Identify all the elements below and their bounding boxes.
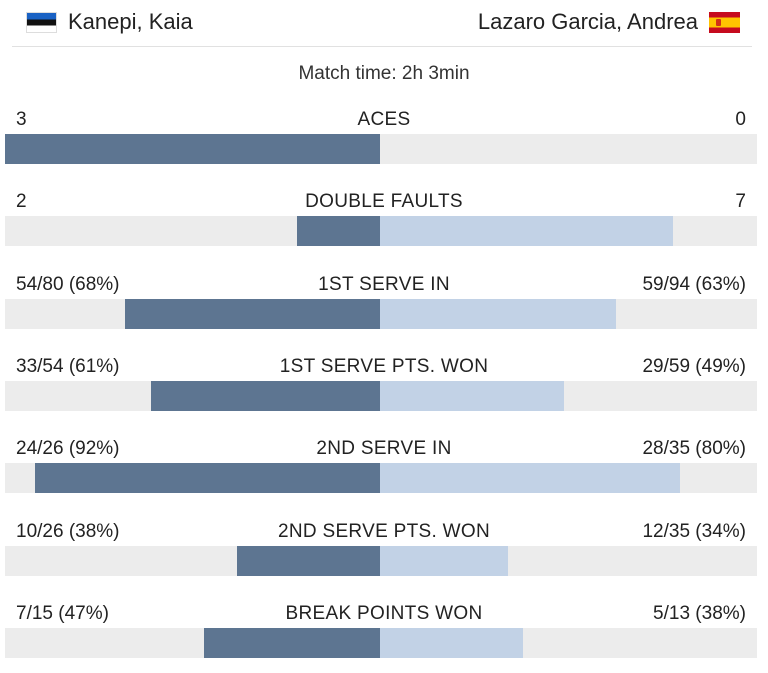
stat-name: 2ND SERVE PTS. WON	[278, 521, 490, 542]
stat-player1-value: 24/26 (92%)	[16, 438, 120, 459]
stat-player2-value: 59/94 (63%)	[642, 274, 746, 295]
stat-player2-value: 5/13 (38%)	[653, 603, 746, 624]
match-header: Kanepi, Kaia Lazaro Garcia, Andrea	[0, 0, 768, 46]
stat-row: 3 ACES 0	[0, 109, 768, 179]
stat-bar-player2	[380, 381, 564, 411]
spain-flag-icon	[709, 11, 740, 33]
stat-name: 2ND SERVE IN	[316, 438, 452, 459]
stat-name: 1ST SERVE IN	[318, 274, 450, 295]
stat-bar-player1	[297, 216, 380, 246]
stat-bar-player2	[380, 628, 523, 658]
stat-player1-value: 2	[16, 191, 27, 212]
stat-bar-player1	[35, 463, 380, 493]
stat-bar-track	[5, 381, 757, 411]
stat-row: 54/80 (68%) 1ST SERVE IN 59/94 (63%)	[0, 274, 768, 344]
stat-bar-track	[5, 134, 757, 164]
stat-player1-value: 7/15 (47%)	[16, 603, 109, 624]
stat-bar-player2	[380, 216, 673, 246]
player2[interactable]: Lazaro Garcia, Andrea	[478, 9, 740, 35]
stat-bar-player1	[5, 134, 380, 164]
stat-player1-value: 10/26 (38%)	[16, 521, 120, 542]
stat-bar-track	[5, 628, 757, 658]
estonia-flag-icon	[26, 11, 57, 33]
stat-player1-value: 3	[16, 109, 27, 130]
stat-bar-track	[5, 299, 757, 329]
stat-name: DOUBLE FAULTS	[305, 191, 463, 212]
stat-name: 1ST SERVE PTS. WON	[279, 356, 489, 377]
stat-player2-value: 28/35 (80%)	[642, 438, 746, 459]
stat-bar-player1	[237, 546, 380, 576]
stat-bar-player2	[380, 546, 508, 576]
stat-bar-player2	[380, 463, 680, 493]
player2-name[interactable]: Lazaro Garcia, Andrea	[477, 9, 698, 34]
stat-row: 7/15 (47%) BREAK POINTS WON 5/13 (38%)	[0, 603, 768, 673]
stat-player2-value: 29/59 (49%)	[642, 356, 746, 377]
stat-bar-track	[5, 216, 757, 246]
player1-name[interactable]: Kanepi, Kaia	[68, 9, 193, 34]
stat-name: BREAK POINTS WON	[285, 603, 483, 624]
stat-player2-value: 12/35 (34%)	[642, 521, 746, 542]
stat-bar-player1	[125, 299, 380, 329]
match-time: Match time: 2h 3min	[298, 63, 470, 84]
player1[interactable]: Kanepi, Kaia	[26, 9, 193, 35]
stat-bar-player1	[151, 381, 380, 411]
stat-bar-player1	[204, 628, 380, 658]
stat-row: 24/26 (92%) 2ND SERVE IN 28/35 (80%)	[0, 438, 768, 508]
stat-player2-value: 0	[735, 109, 746, 130]
stat-row: 33/54 (61%) 1ST SERVE PTS. WON 29/59 (49%)	[0, 356, 768, 426]
stat-player1-value: 33/54 (61%)	[16, 356, 120, 377]
stat-bar-player2	[380, 299, 616, 329]
header-divider	[12, 46, 752, 47]
stat-player1-value: 54/80 (68%)	[16, 274, 120, 295]
stat-player2-value: 7	[735, 191, 746, 212]
stat-name: ACES	[357, 109, 411, 130]
stat-row: 10/26 (38%) 2ND SERVE PTS. WON 12/35 (34%)	[0, 521, 768, 591]
stat-bar-track	[5, 546, 757, 576]
stat-row: 2 DOUBLE FAULTS 7	[0, 191, 768, 261]
stat-bar-track	[5, 463, 757, 493]
